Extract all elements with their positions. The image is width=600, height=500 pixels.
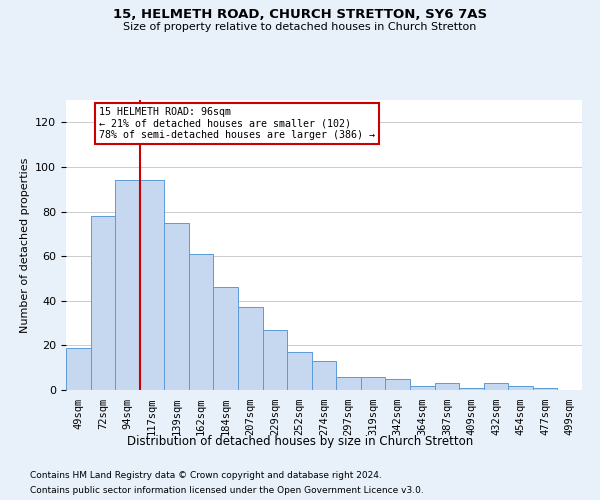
Bar bbox=[287, 352, 312, 390]
Bar bbox=[361, 376, 385, 390]
Bar bbox=[312, 361, 336, 390]
Text: Contains public sector information licensed under the Open Government Licence v3: Contains public sector information licen… bbox=[30, 486, 424, 495]
Text: Distribution of detached houses by size in Church Stretton: Distribution of detached houses by size … bbox=[127, 435, 473, 448]
Text: 15 HELMETH ROAD: 96sqm
← 21% of detached houses are smaller (102)
78% of semi-de: 15 HELMETH ROAD: 96sqm ← 21% of detached… bbox=[99, 106, 375, 140]
Bar bbox=[336, 376, 361, 390]
Bar bbox=[410, 386, 434, 390]
Bar bbox=[385, 379, 410, 390]
Bar bbox=[164, 222, 189, 390]
Bar bbox=[189, 254, 214, 390]
Bar bbox=[459, 388, 484, 390]
Bar bbox=[484, 384, 508, 390]
Bar bbox=[115, 180, 140, 390]
Bar bbox=[91, 216, 115, 390]
Bar bbox=[238, 308, 263, 390]
Bar bbox=[533, 388, 557, 390]
Bar bbox=[263, 330, 287, 390]
Text: Size of property relative to detached houses in Church Stretton: Size of property relative to detached ho… bbox=[124, 22, 476, 32]
Bar bbox=[434, 384, 459, 390]
Text: 15, HELMETH ROAD, CHURCH STRETTON, SY6 7AS: 15, HELMETH ROAD, CHURCH STRETTON, SY6 7… bbox=[113, 8, 487, 20]
Bar bbox=[140, 180, 164, 390]
Y-axis label: Number of detached properties: Number of detached properties bbox=[20, 158, 29, 332]
Bar bbox=[66, 348, 91, 390]
Bar bbox=[508, 386, 533, 390]
Text: Contains HM Land Registry data © Crown copyright and database right 2024.: Contains HM Land Registry data © Crown c… bbox=[30, 471, 382, 480]
Bar bbox=[214, 288, 238, 390]
